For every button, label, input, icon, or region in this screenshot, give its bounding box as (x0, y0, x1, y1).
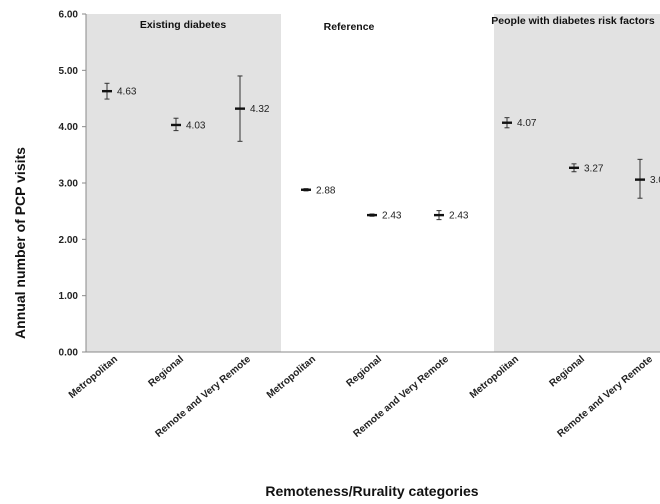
x-tick-label: Metropolitan (67, 354, 120, 401)
panel-shading-existing-diabetes (86, 14, 281, 352)
y-tick-label: 2.00 (59, 235, 79, 246)
data-label: 4.63 (117, 87, 137, 98)
x-tick-label: Metropolitan (265, 354, 318, 401)
data-point-reference-remote-and-very-remote (434, 210, 444, 221)
data-point-existing-diabetes-remote-and-very-remote (235, 75, 245, 142)
data-label: 2.43 (382, 211, 402, 222)
y-tick-label: 5.00 (59, 66, 79, 77)
panel-label-reference: Reference (324, 21, 375, 33)
y-tick-label: 3.00 (59, 179, 79, 190)
data-point-people-with-diabetes-risk-factors-regional (569, 163, 579, 173)
y-tick-label: 1.00 (59, 291, 79, 302)
data-label: 4.32 (250, 104, 270, 115)
x-tick-label: Regional (147, 354, 187, 390)
y-tick-label: 0.00 (59, 348, 79, 359)
panel-shading-people-with-diabetes-risk-factors (494, 14, 660, 352)
data-label: 4.07 (517, 118, 537, 129)
y-tick-label: 4.00 (59, 122, 79, 133)
data-label: 2.43 (449, 211, 469, 222)
data-label: 3.27 (584, 163, 604, 174)
x-tick-label: Regional (345, 354, 385, 390)
x-axis-title: Remoteness/Rurality categories (265, 483, 478, 499)
data-point-existing-diabetes-regional (171, 117, 181, 132)
panel-shading-layer (86, 14, 660, 352)
axes-layer (82, 13, 660, 353)
data-point-people-with-diabetes-risk-factors-metropolitan (502, 117, 512, 129)
y-axis-title: Annual number of PCP visits (12, 147, 28, 339)
data-point-existing-diabetes-metropolitan (102, 82, 112, 100)
data-label: 3.0 (650, 175, 660, 186)
data-point-people-with-diabetes-risk-factors-remote-and-very-remote (635, 158, 645, 199)
y-tick-label: 6.00 (59, 10, 79, 21)
panel-label-people-with-diabetes-risk-factors: People with diabetes risk factors (491, 15, 655, 27)
data-label: 4.03 (186, 120, 206, 131)
data-label: 2.88 (316, 185, 336, 196)
data-point-reference-metropolitan (301, 188, 311, 192)
x-tick-label: Regional (548, 354, 588, 390)
panel-label-existing-diabetes: Existing diabetes (140, 19, 227, 31)
marks-layer (102, 75, 645, 221)
x-tick-label: Metropolitan (468, 354, 521, 401)
data-point-reference-regional (367, 213, 377, 217)
